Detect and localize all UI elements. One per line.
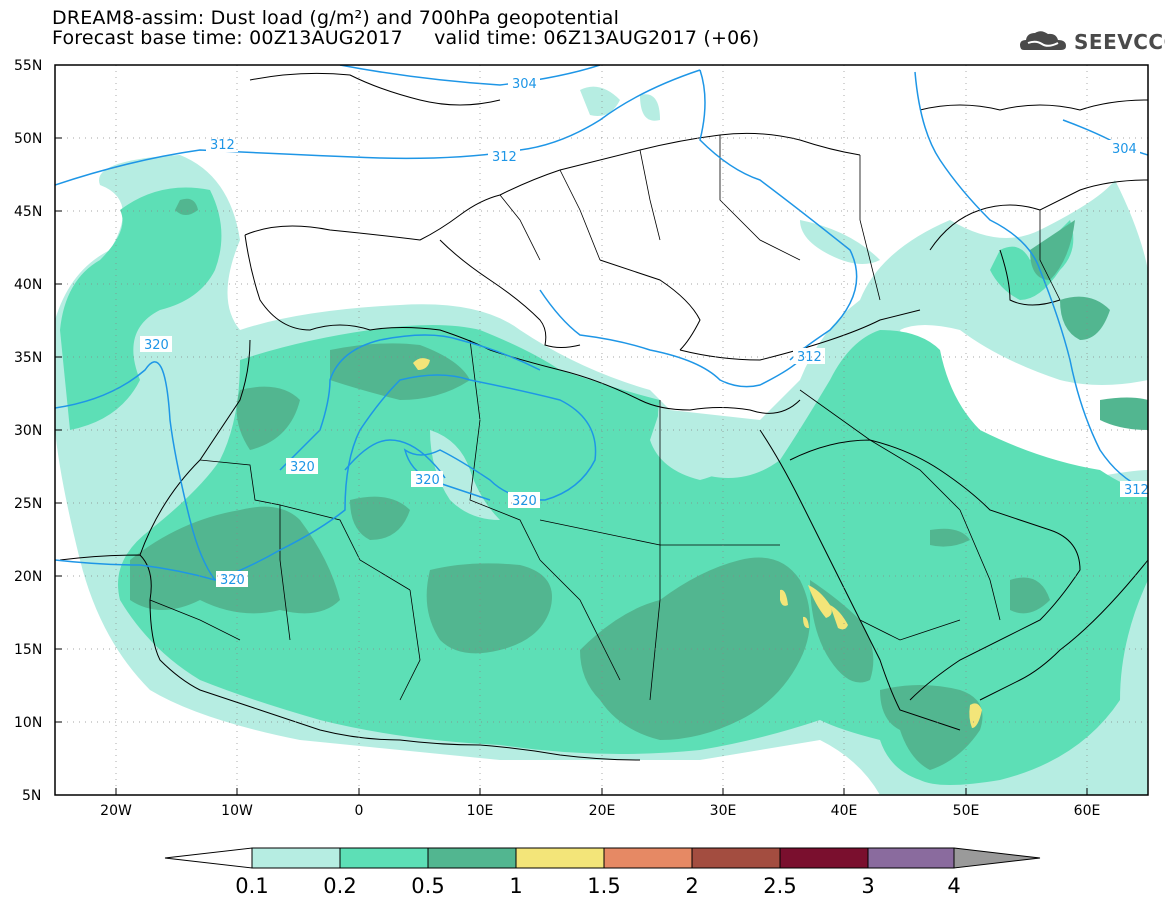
lon-label: 10E (467, 803, 494, 819)
colorbar-bin (427, 847, 517, 869)
lat-label: 50N (14, 131, 42, 147)
lat-label: 20N (14, 569, 42, 585)
dust-high-layer (413, 358, 982, 728)
colorbar-label: 0.5 (411, 874, 444, 898)
lat-label: 40N (14, 277, 42, 293)
lon-label: 20W (100, 803, 132, 819)
colorbar-label: 0.2 (323, 874, 356, 898)
colorbar-label: 1 (509, 874, 522, 898)
colorbar-right-arrow (953, 847, 1041, 869)
contour-label: 312 (210, 138, 235, 153)
coastlines (59, 72, 1148, 761)
colorbar-bin (867, 847, 955, 869)
lon-label: 60E (1074, 803, 1101, 819)
contour-label: 312 (492, 150, 517, 165)
lon-label: 10W (221, 803, 253, 819)
contour-label: 304 (1112, 142, 1137, 157)
lon-label: 40E (831, 803, 858, 819)
dust-medium-layer (60, 187, 1148, 785)
lat-label: 25N (14, 496, 42, 512)
colorbar-label: 4 (947, 874, 960, 898)
lat-label: 55N (14, 58, 42, 74)
colorbar-bin (515, 847, 605, 869)
contour-label: 320 (220, 573, 245, 588)
colorbar-left-arrow (164, 847, 253, 869)
lon-label: 0 (355, 803, 364, 819)
colorbar-bin (251, 847, 341, 869)
contour-label: 320 (144, 338, 169, 353)
colorbar-label: 3 (861, 874, 874, 898)
colorbar-bin (691, 847, 781, 869)
logo-cloud-icon (1020, 31, 1066, 50)
map-grid (55, 65, 1148, 795)
colorbar-label: 2 (685, 874, 698, 898)
colorbar-bin (603, 847, 693, 869)
title-line-2: Forecast base time: 00Z13AUG2017 valid t… (52, 27, 760, 49)
contour-label: 320 (512, 494, 537, 509)
latitude-labels: 55N 50N 45N 40N 35N 30N 25N 20N 15N 10N … (14, 58, 42, 804)
contour-labels: 304 312 312 304 320 312 320 320 320 320 … (140, 75, 1149, 588)
lat-label: 15N (14, 642, 42, 658)
colorbar-bin (779, 847, 869, 869)
colorbar-bin (339, 847, 429, 869)
lat-label: 5N (22, 788, 41, 804)
lat-label: 35N (14, 350, 42, 366)
country-borders (149, 135, 1061, 701)
lon-label: 50E (953, 803, 980, 819)
colorbar-labels: 0.1 0.2 0.5 1 1.5 2 2.5 3 4 (235, 874, 960, 898)
colorbar-label: 1.5 (587, 874, 620, 898)
colorbar-label: 0.1 (235, 874, 268, 898)
title-line-1: DREAM8-assim: Dust load (g/m²) and 700hP… (52, 7, 620, 29)
contour-label: 304 (512, 77, 537, 92)
contour-label: 312 (797, 350, 822, 365)
lon-label: 30E (710, 803, 737, 819)
lat-label: 45N (14, 204, 42, 220)
colorbar (164, 847, 1041, 869)
lat-label: 30N (14, 423, 42, 439)
colorbar-label: 2.5 (763, 874, 796, 898)
lat-label: 10N (14, 715, 42, 731)
axis-ticks (55, 64, 1088, 796)
contour-label: 320 (290, 460, 315, 475)
lon-label: 20E (589, 803, 616, 819)
dust-dark-layer (130, 220, 1148, 770)
logo-text: SEEVCCC (1074, 30, 1165, 54)
longitude-labels: 20W 10W 0 10E 20E 30E 40E 50E 60E (100, 803, 1100, 819)
contour-label: 312 (1124, 483, 1149, 498)
contour-label: 320 (415, 473, 440, 488)
